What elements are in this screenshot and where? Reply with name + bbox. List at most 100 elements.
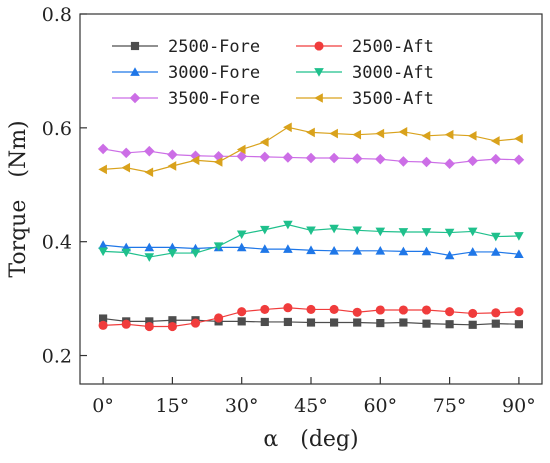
data-point bbox=[352, 226, 362, 236]
legend-label: 2500-Fore bbox=[168, 37, 260, 57]
data-point bbox=[398, 127, 408, 137]
data-point bbox=[168, 316, 177, 325]
data-point bbox=[329, 224, 339, 234]
data-point bbox=[375, 246, 386, 255]
x-tick-label: 45° bbox=[294, 395, 328, 417]
data-point bbox=[398, 156, 409, 167]
data-point bbox=[329, 304, 339, 314]
x-axis-title: α (deg) bbox=[263, 427, 358, 452]
legend-marker bbox=[130, 67, 140, 76]
data-point bbox=[213, 157, 223, 167]
data-point bbox=[259, 151, 271, 163]
data-point bbox=[214, 313, 224, 323]
data-point bbox=[491, 232, 501, 242]
y-tick-label: 0.2 bbox=[42, 346, 72, 368]
data-point bbox=[375, 153, 386, 165]
y-tick-label: 0.8 bbox=[42, 4, 72, 26]
legend-item-2500-fore: 2500-Fore bbox=[112, 37, 260, 57]
data-point bbox=[467, 131, 477, 141]
data-point bbox=[144, 145, 155, 157]
data-point bbox=[167, 161, 177, 171]
series-2500-aft bbox=[98, 303, 524, 332]
legend-label: 2500-Aft bbox=[352, 37, 434, 57]
data-point bbox=[99, 314, 108, 323]
data-point bbox=[398, 228, 409, 237]
data-point bbox=[514, 307, 524, 317]
data-point bbox=[421, 305, 432, 315]
data-point bbox=[328, 152, 340, 164]
data-point bbox=[491, 319, 500, 328]
data-point bbox=[120, 147, 132, 159]
data-point bbox=[398, 305, 408, 315]
legend-item-3000-fore: 3000-Fore bbox=[112, 63, 260, 83]
y-tick-label: 0.6 bbox=[42, 118, 72, 140]
data-point bbox=[167, 149, 178, 160]
legend-label: 3500-Aft bbox=[352, 89, 434, 109]
data-point bbox=[283, 220, 293, 230]
data-point bbox=[167, 242, 178, 252]
series-3000-aft bbox=[98, 220, 524, 262]
data-point bbox=[491, 308, 501, 318]
legend-item-3000-aft: 3000-Aft bbox=[296, 63, 434, 83]
data-point bbox=[260, 317, 269, 327]
data-point bbox=[190, 155, 200, 166]
legend-marker bbox=[130, 41, 140, 51]
x-tick-label: 90° bbox=[502, 395, 536, 417]
data-point bbox=[375, 227, 386, 237]
data-point bbox=[98, 240, 108, 249]
data-point bbox=[398, 246, 409, 256]
legend-marker bbox=[129, 92, 141, 104]
data-point bbox=[444, 228, 455, 238]
x-tick-label: 75° bbox=[433, 395, 467, 417]
data-point bbox=[237, 307, 247, 317]
series-3000-fore bbox=[98, 240, 524, 260]
data-point bbox=[421, 131, 431, 141]
data-point bbox=[97, 143, 109, 155]
data-point bbox=[376, 319, 385, 328]
data-point bbox=[491, 247, 501, 256]
data-point bbox=[306, 304, 316, 314]
data-point bbox=[467, 247, 478, 256]
legend-label: 3000-Fore bbox=[168, 63, 260, 83]
series-3500-fore bbox=[97, 143, 525, 169]
data-point bbox=[375, 305, 385, 315]
data-point bbox=[260, 244, 270, 253]
data-point bbox=[306, 226, 316, 236]
legend-label: 3000-Aft bbox=[352, 63, 434, 83]
data-point bbox=[514, 232, 524, 241]
data-point bbox=[236, 230, 247, 240]
legend-label: 3500-Fore bbox=[168, 89, 260, 109]
x-tick-label: 30° bbox=[225, 395, 259, 417]
data-point bbox=[144, 242, 155, 252]
data-point bbox=[121, 319, 131, 329]
data-point bbox=[329, 128, 338, 139]
data-point bbox=[421, 156, 432, 168]
legend: 2500-Fore 2500-Aft 3000-Fore 3000-Aft 3500-F… bbox=[112, 37, 434, 109]
legend-marker bbox=[314, 68, 324, 77]
data-point bbox=[514, 133, 523, 144]
data-point bbox=[121, 162, 131, 173]
data-point bbox=[236, 151, 247, 162]
x-tick-label: 15° bbox=[156, 395, 190, 417]
data-point bbox=[283, 303, 293, 313]
data-point bbox=[351, 153, 363, 164]
data-point bbox=[98, 247, 108, 257]
data-point bbox=[467, 227, 478, 237]
data-point bbox=[237, 317, 246, 326]
axes: 0° 15° 30° 45° 60° 75° 90° 0.2 0.4 0.6 0.8 bbox=[42, 4, 536, 417]
data-point bbox=[121, 248, 131, 258]
data-point bbox=[236, 144, 246, 155]
data-point bbox=[144, 321, 154, 332]
data-point bbox=[352, 307, 362, 317]
data-point bbox=[468, 320, 477, 329]
data-point bbox=[422, 319, 431, 328]
data-point bbox=[213, 242, 224, 252]
data-point bbox=[352, 246, 362, 255]
data-point bbox=[353, 318, 362, 327]
data-point bbox=[468, 308, 478, 318]
data-point bbox=[236, 242, 247, 252]
data-point bbox=[282, 152, 294, 163]
data-point bbox=[306, 127, 315, 138]
data-point bbox=[513, 154, 525, 166]
data-point bbox=[444, 250, 455, 260]
